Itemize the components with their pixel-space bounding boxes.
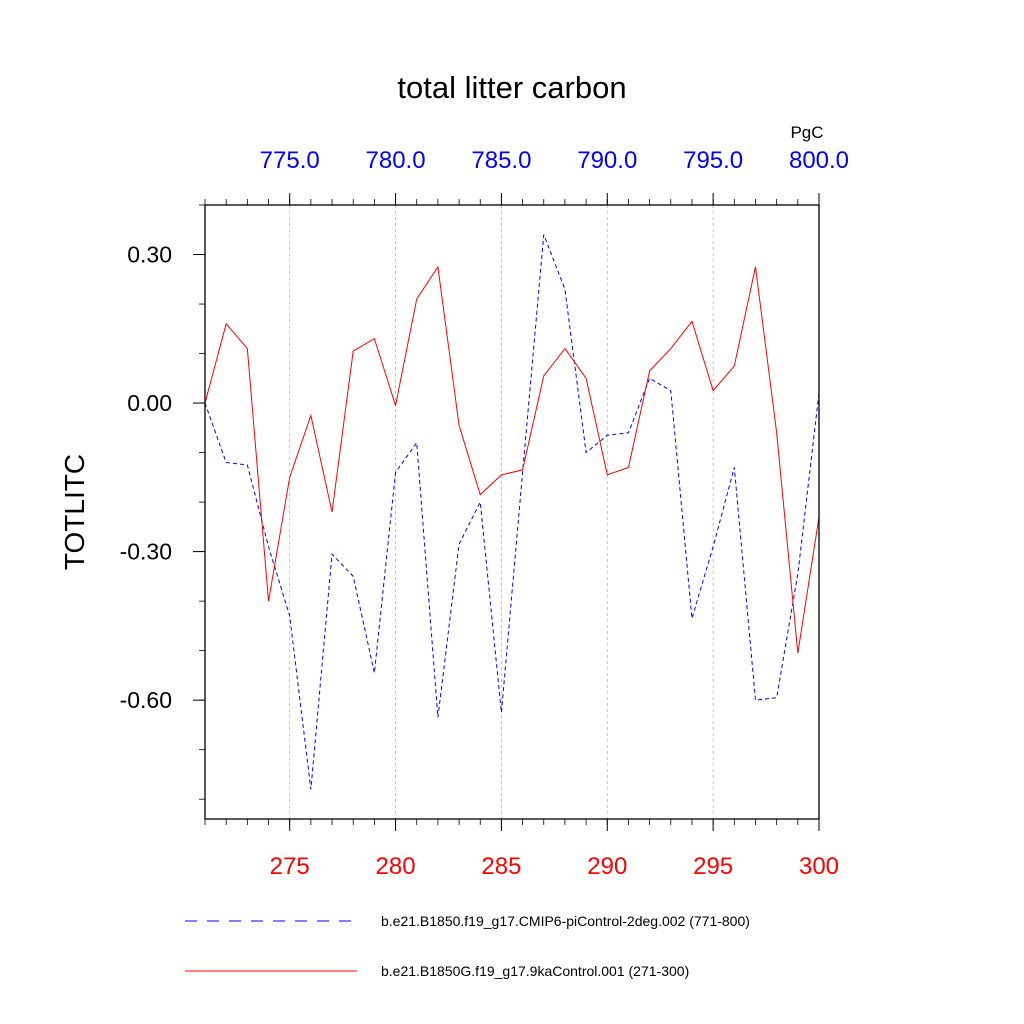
bottom-tick-label-300: 300 xyxy=(799,853,839,880)
y-tick-label: -0.60 xyxy=(120,687,172,713)
legend: b.e21.B1850.f19_g17.CMIP6-piControl-2deg… xyxy=(185,913,750,979)
bottom-tick-label-275: 275 xyxy=(270,853,310,880)
top-tick-label-795: 795.0 xyxy=(683,147,743,174)
top-tick-label-785: 785.0 xyxy=(471,147,531,174)
tick-labels: 275 280 285 290 295 300 775.0 780.0 785.0 790.0 79… xyxy=(120,147,849,880)
series-lines xyxy=(204,234,820,790)
legend-label-cmip6: b.e21.B1850.f19_g17.CMIP6-piControl-2deg… xyxy=(381,913,750,929)
top-tick-label-780: 780.0 xyxy=(366,147,426,174)
bottom-tick-label-290: 290 xyxy=(587,853,627,880)
top-tick-label-800: 800.0 xyxy=(789,147,849,174)
units-label: PgC xyxy=(790,123,823,142)
y-axis-label: TOTLITC xyxy=(59,454,90,570)
grid-lines xyxy=(289,205,714,819)
bottom-tick-label-280: 280 xyxy=(376,853,416,880)
bottom-tick-label-295: 295 xyxy=(693,853,733,880)
y-tick-label: 0.30 xyxy=(127,242,172,268)
y-tick-label: -0.30 xyxy=(120,539,172,565)
chart-title: total litter carbon xyxy=(397,70,626,105)
series-line-1 xyxy=(204,265,820,654)
y-tick-label: 0.00 xyxy=(127,390,172,416)
axis-ticks xyxy=(193,193,820,831)
top-tick-label-790: 790.0 xyxy=(577,147,637,174)
plot-frame xyxy=(204,204,820,820)
series-line-0 xyxy=(204,234,820,790)
bottom-tick-label-285: 285 xyxy=(481,853,521,880)
legend-label-9ka: b.e21.B1850G.f19_g17.9kaControl.001 (271… xyxy=(381,963,689,979)
top-tick-label-775: 775.0 xyxy=(260,147,320,174)
